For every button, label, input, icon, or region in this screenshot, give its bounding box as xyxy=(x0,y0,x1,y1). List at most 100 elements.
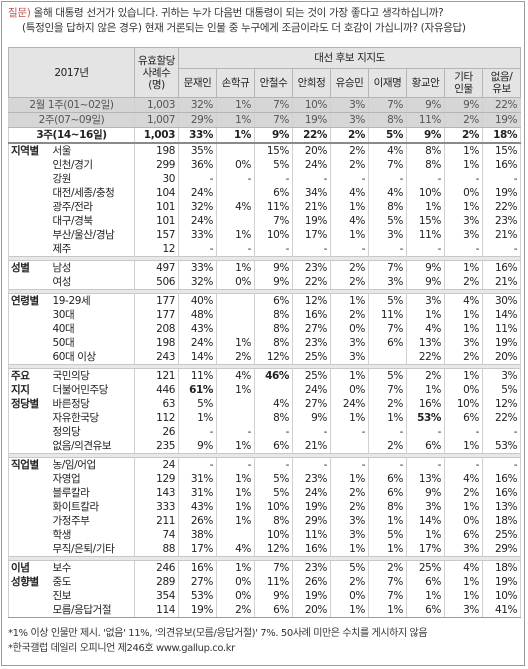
value-cell: 24% xyxy=(292,383,332,397)
row-label: 19-29세 xyxy=(48,293,136,308)
sample-cell: 177 xyxy=(134,293,180,308)
value-cell: 12% xyxy=(292,293,332,308)
value-cell: 4% xyxy=(368,186,408,200)
value-cell: 4% xyxy=(406,322,446,336)
value-cell: 1% xyxy=(330,368,370,383)
row-label: 대전/세종/충청 xyxy=(48,186,136,200)
value-cell: 5% xyxy=(254,472,294,486)
sample-cell: 177 xyxy=(134,308,180,322)
value-cell: 18% xyxy=(482,560,522,575)
value-cell: 25% xyxy=(292,368,332,383)
value-cell: 6% xyxy=(444,528,484,542)
value-cell: - xyxy=(330,425,370,439)
value-cell: - xyxy=(482,425,522,439)
value-cell: 3% xyxy=(368,275,408,290)
value-cell: 5% xyxy=(368,127,408,144)
value-cell: 27% xyxy=(292,322,332,336)
value-cell: 24% xyxy=(330,397,370,411)
group-label xyxy=(8,439,49,454)
sample-cell: 1,003 xyxy=(134,127,180,144)
data-row: 지역별 서울 198 35% 15% 20% 2% 4% 8% 1% 15% xyxy=(8,143,522,158)
row-label: 화이트칼라 xyxy=(48,500,136,514)
value-cell: 5% xyxy=(368,368,408,383)
value-cell: 38% xyxy=(178,528,218,542)
value-cell: 6% xyxy=(254,186,294,200)
value-cell: 6% xyxy=(368,486,408,500)
value-cell: 12% xyxy=(254,542,294,557)
value-cell: 1% xyxy=(330,293,370,308)
value-cell: 10% xyxy=(406,186,446,200)
sample-cell: 143 xyxy=(134,486,180,500)
sample-cell: 24 xyxy=(134,457,180,472)
value-cell: 5% xyxy=(368,528,408,542)
candidate-header: 없음/유보 xyxy=(482,68,522,98)
value-cell: 1% xyxy=(330,200,370,214)
group-label xyxy=(8,603,49,618)
header-line: (명) xyxy=(148,78,165,91)
value-cell: 8% xyxy=(254,514,294,528)
value-cell: 22% xyxy=(482,411,522,425)
value-cell: 0% xyxy=(216,158,256,172)
candidate-header: 황교안 xyxy=(406,68,446,98)
data-row: 30대 177 48% 8% 16% 2% 11% 1% 1% 14% xyxy=(8,308,522,322)
value-cell: 1% xyxy=(406,308,446,322)
value-cell: 16% xyxy=(292,308,332,322)
value-cell: 2% xyxy=(330,127,370,144)
value-cell: 6% xyxy=(254,439,294,454)
value-cell: 14% xyxy=(482,308,522,322)
data-row: 정의당 26- - - - - - - - - xyxy=(8,425,522,439)
row-label: 학생 xyxy=(48,528,136,542)
group-label xyxy=(8,500,49,514)
candidate-header: 이재명 xyxy=(368,68,408,98)
value-cell: - xyxy=(254,242,294,257)
value-cell: 22% xyxy=(482,200,522,214)
sample-cell: 101 xyxy=(134,200,180,214)
value-cell: 3% xyxy=(406,500,446,514)
value-cell: 9% xyxy=(254,589,294,603)
value-cell: 20% xyxy=(292,143,332,158)
value-cell: 1% xyxy=(444,308,484,322)
trend-row: 2주(07~09일) 1,007 29% 1% 7% 19% 3% 8% 11% 2% 19% xyxy=(7,112,522,128)
value-cell: 3% xyxy=(330,97,370,113)
value-cell: 18% xyxy=(482,127,522,144)
row-label: 50대 xyxy=(48,336,136,350)
data-row: 제주 12- - - - - - - - - xyxy=(8,242,522,257)
value-cell: 4% xyxy=(216,200,256,214)
value-cell: 1% xyxy=(444,260,484,275)
sample-cell: 506 xyxy=(134,275,180,290)
value-cell: 43% xyxy=(178,322,218,336)
candidate-header: 문재인 xyxy=(178,68,218,98)
value-cell: 0% xyxy=(216,575,256,589)
value-cell: 16% xyxy=(482,158,522,172)
trend-label: 2월 1주(01~02일) xyxy=(7,97,136,113)
data-row: 없음/의견유보 235 9% 1% 6% 21% 2% 6% 1% 53% xyxy=(8,439,522,454)
header-line: 유효할당 xyxy=(138,54,176,67)
data-row: 여성 506 32% 0% 9% 22% 2% 3% 9% 2% 21% xyxy=(8,275,522,290)
value-cell: 10% xyxy=(482,589,522,603)
row-label: 강원 xyxy=(48,172,136,186)
value-cell: 8% xyxy=(406,158,446,172)
value-cell: 19% xyxy=(482,186,522,200)
group-label: 지역별 xyxy=(8,143,49,158)
value-cell: 7% xyxy=(368,260,408,275)
data-row: 광주/전라 101 32% 4% 11% 21% 1% 8% 1% 1% 22% xyxy=(8,200,522,214)
group-label xyxy=(8,172,49,186)
value-cell: 8% xyxy=(368,200,408,214)
sample-cell: 1,003 xyxy=(134,97,180,113)
header-line: 유보 xyxy=(492,83,511,95)
candidate-header: 기타 인물 xyxy=(444,68,484,98)
value-cell: 24% xyxy=(178,214,218,228)
value-cell: 1% xyxy=(406,528,446,542)
value-cell: 19% xyxy=(292,112,332,128)
group-label xyxy=(8,214,49,228)
data-row: 인천/경기 299 36% 0% 5% 24% 2% 7% 8% 1% 16% xyxy=(8,158,522,172)
header-line: 이재명 xyxy=(373,77,402,89)
sample-cell: 157 xyxy=(134,228,180,242)
value-cell: 2% xyxy=(444,350,484,365)
header-row: 문재인 손학규 안철수 안희정 유승민 이재명 황교안 기타 인물 없음/유보 xyxy=(9,68,522,98)
group-label xyxy=(8,542,49,557)
question-tag: 질문) xyxy=(8,7,31,19)
group-separator xyxy=(7,556,522,561)
value-cell: 2% xyxy=(330,308,370,322)
